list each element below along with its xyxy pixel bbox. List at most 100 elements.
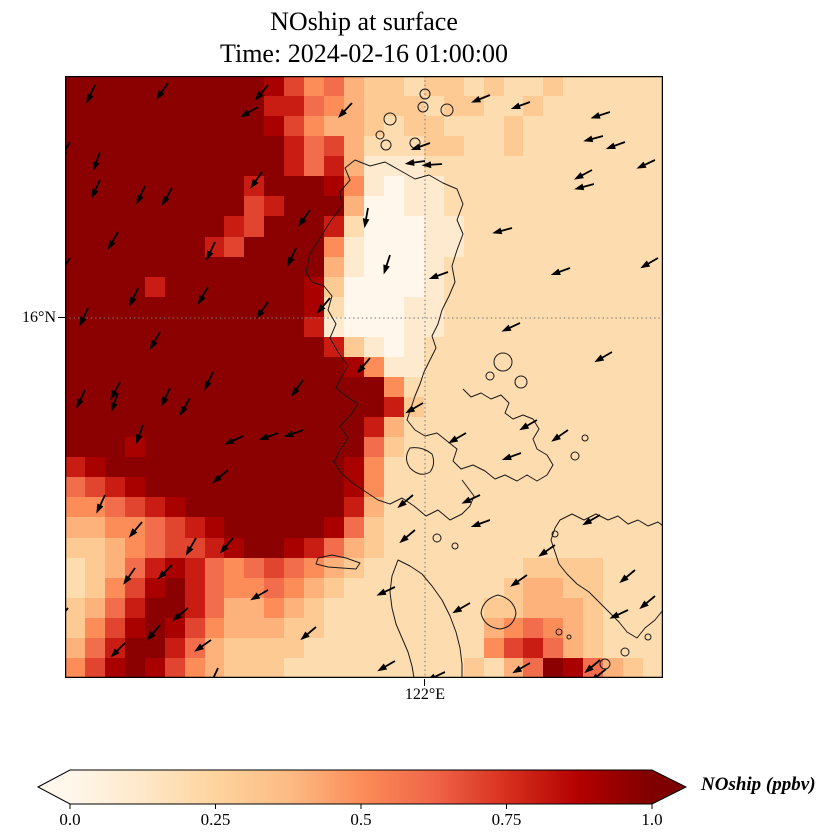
wind-arrow xyxy=(209,667,219,678)
map-axes xyxy=(65,76,663,678)
islet-coastline xyxy=(432,533,442,543)
wind-arrow xyxy=(298,209,311,227)
wind-arrow xyxy=(421,161,443,169)
wind-arrow xyxy=(584,659,601,674)
colorbar-tick-label: 0.5 xyxy=(350,810,372,829)
colorbar-tick-label: 1.0 xyxy=(641,810,663,829)
colorbar-gradient-bar xyxy=(36,769,688,805)
wind-arrow xyxy=(428,271,449,280)
wind-arrow xyxy=(573,169,593,180)
wind-arrow xyxy=(551,429,569,442)
wind-arrow xyxy=(194,639,212,652)
wind-arrow xyxy=(110,381,121,401)
wind-arrow xyxy=(92,151,101,172)
wind-arrow xyxy=(619,569,636,584)
wind-arrow xyxy=(636,159,656,169)
wind-arrow xyxy=(452,602,471,614)
wind-arrow xyxy=(316,297,331,314)
wind-arrow xyxy=(383,254,391,275)
islet-coastline xyxy=(599,658,611,670)
wind-arrow xyxy=(250,171,263,189)
wind-arrow xyxy=(123,567,136,585)
wind-arrow xyxy=(135,424,144,445)
islet-coastline xyxy=(451,542,459,550)
wind-arrow xyxy=(590,668,607,678)
islet-coastline xyxy=(551,530,559,538)
wind-arrow xyxy=(501,322,521,332)
islet-coastline xyxy=(419,88,431,100)
coastline xyxy=(305,159,554,501)
wind-arrow xyxy=(639,595,656,610)
islet-coastline xyxy=(493,352,513,372)
wind-arrow xyxy=(291,379,304,397)
heatmap-canvas xyxy=(65,76,663,678)
wind-arrow xyxy=(510,101,531,110)
y-axis-tick-mark xyxy=(58,317,65,318)
coastline xyxy=(406,447,435,475)
plot-title: NOship at surface xyxy=(270,7,458,36)
wind-arrow xyxy=(110,392,119,413)
wind-arrow xyxy=(448,432,467,444)
wind-arrow xyxy=(156,82,169,100)
wind-arrow xyxy=(129,287,139,307)
wind-arrow xyxy=(76,389,86,409)
islet-coastline xyxy=(566,634,572,640)
longitude-tick-label: 122°E xyxy=(404,686,446,703)
islet-coastline xyxy=(383,112,397,126)
islet-coastline xyxy=(485,371,495,381)
islet-coastline xyxy=(570,451,580,461)
wind-arrow xyxy=(240,106,259,118)
wind-arrow xyxy=(179,397,191,416)
coastline xyxy=(550,513,663,639)
wind-arrow xyxy=(404,159,426,166)
islet-coastline xyxy=(581,434,589,442)
islet-coastline xyxy=(644,633,652,641)
wind-arrow xyxy=(204,371,214,391)
wind-arrow xyxy=(594,351,613,363)
wind-arrow xyxy=(377,660,396,672)
wind-arrow xyxy=(110,642,126,658)
coastline xyxy=(480,594,517,630)
wind-arrow xyxy=(157,564,173,580)
wind-arrow xyxy=(107,231,119,250)
wind-arrow xyxy=(65,257,71,275)
wind-arrow xyxy=(128,521,143,538)
wind-arrow xyxy=(582,514,601,526)
wind-arrow xyxy=(206,241,216,261)
wind-arrow xyxy=(161,387,171,407)
wind-arrow xyxy=(91,179,101,199)
wind-arrow xyxy=(185,537,197,556)
wind-arrow xyxy=(609,609,629,619)
wind-arrow xyxy=(605,141,626,150)
wind-arrow xyxy=(640,257,659,269)
wind-arrow xyxy=(574,183,595,191)
wind-arrow xyxy=(300,626,317,641)
wind-arrow xyxy=(583,135,604,143)
wind-arrow xyxy=(161,187,173,206)
wind-arrow xyxy=(136,185,146,205)
coastline xyxy=(377,479,475,521)
wind-arrow xyxy=(519,419,538,431)
wind-arrow xyxy=(426,671,446,678)
wind-arrow xyxy=(254,84,269,101)
wind-arrow xyxy=(538,544,556,557)
wind-arrow xyxy=(287,247,297,267)
wind-arrow xyxy=(258,432,279,441)
wind-arrow xyxy=(492,227,513,235)
wind-arrow xyxy=(501,452,522,461)
axes-frame xyxy=(65,76,663,678)
wind-arrow xyxy=(79,307,89,327)
wind-arrow xyxy=(397,494,414,509)
map-overlay xyxy=(65,76,663,678)
latitude-tick-label: 16°N xyxy=(22,309,56,326)
wind-arrow xyxy=(96,494,106,514)
islet-coastline xyxy=(440,103,454,117)
wind-arrow xyxy=(86,84,96,104)
wind-arrow xyxy=(197,286,209,305)
islet-coastline xyxy=(375,130,385,140)
islet-coastline xyxy=(555,628,563,636)
wind-arrow xyxy=(510,574,528,587)
wind-arrow xyxy=(172,607,189,622)
wind-arrow xyxy=(376,586,396,596)
